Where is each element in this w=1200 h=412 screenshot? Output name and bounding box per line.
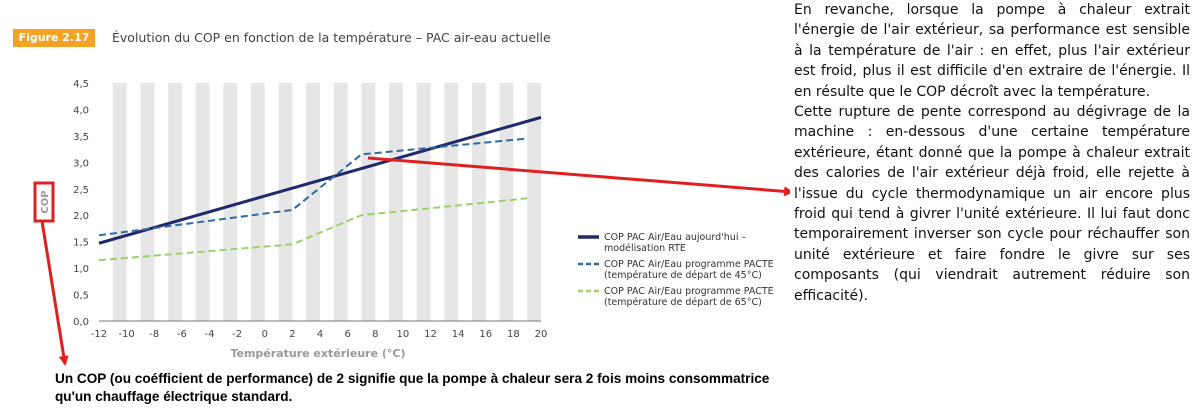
- grid-band: [416, 83, 431, 321]
- x-tick-label: 10: [397, 329, 410, 340]
- x-tick-label: 6: [344, 329, 350, 340]
- grid-band: [333, 83, 348, 321]
- y-axis-label: COP: [40, 190, 51, 213]
- grid-band: [223, 83, 238, 321]
- x-tick-label: 20: [535, 329, 548, 340]
- cop-chart: 0,0 0,5 1,0 1,5 2,0 2,5 3,0 3,5 4,0 4,5 -12 -10 -8 -6…: [33, 79, 790, 366]
- y-tick-label: 0,5: [73, 291, 89, 302]
- grid-band: [195, 83, 210, 321]
- y-tick-label: 3,5: [73, 132, 89, 143]
- explanation-text: En revanche, lorsque la pompe à chaleur …: [794, 0, 1190, 306]
- y-tick-label: 1,5: [73, 238, 89, 249]
- figure-badge: Figure 2.17: [13, 29, 95, 47]
- grid-band: [499, 83, 514, 321]
- legend-label: COP PAC Air/Eau aujourd'hui –: [604, 232, 746, 243]
- grid-band: [444, 83, 459, 321]
- y-tick-label: 1,0: [73, 264, 89, 275]
- x-tick-label: 18: [507, 329, 520, 340]
- grid-band: [389, 83, 403, 321]
- x-tick-label: -8: [149, 329, 159, 340]
- grid-band: [140, 83, 155, 321]
- grid-band: [278, 83, 293, 321]
- cop-highlight-box: [33, 181, 55, 223]
- explanation-paragraph-2: Cette rupture de pente correspond au dég…: [794, 104, 1190, 304]
- y-tick-label: 4,0: [73, 105, 89, 116]
- x-tick-label: 2: [289, 329, 295, 340]
- x-tick-label: -10: [118, 329, 134, 340]
- grid-band: [361, 83, 376, 321]
- legend-label: COP PAC Air/Eau programme PACTE: [604, 259, 774, 270]
- x-tick-label: 12: [424, 329, 437, 340]
- y-tick-label: 0,0: [73, 317, 89, 328]
- figure-title: Évolution du COP en fonction de la tempé…: [112, 30, 551, 45]
- x-tick-label: -2: [232, 329, 242, 340]
- arrow-to-footer: [40, 220, 69, 366]
- explanation-paragraph-1: En revanche, lorsque la pompe à chaleur …: [794, 2, 1190, 100]
- footer-note: Un COP (ou coéfficient de performance) d…: [55, 371, 770, 404]
- x-tick-label: 14: [452, 329, 465, 340]
- y-tick-label: 2,0: [73, 211, 89, 222]
- grid-band: [112, 83, 127, 321]
- x-tick-label: -6: [177, 329, 187, 340]
- grid-band: [168, 83, 182, 321]
- series-line-2: [98, 137, 528, 237]
- arrow-to-text: [367, 156, 790, 197]
- series-line-1: [98, 115, 542, 245]
- x-tick-label: -4: [205, 329, 215, 340]
- x-tick-label: 16: [479, 329, 492, 340]
- grid-band: [527, 83, 541, 321]
- x-tick-label: 0: [262, 329, 268, 340]
- x-axis-label: Température extérieure (°C): [230, 347, 405, 360]
- y-tick-label: 4,5: [73, 79, 89, 90]
- legend-label: (température de départ de 45°C): [604, 270, 762, 281]
- x-tick-label: -12: [91, 329, 107, 340]
- y-tick-label: 3,0: [73, 158, 89, 169]
- legend-label: (température de départ de 65°C): [604, 297, 762, 308]
- series-line-3: [98, 197, 528, 262]
- legend-label: COP PAC Air/Eau programme PACTE: [604, 286, 774, 297]
- x-tick-label: 4: [317, 329, 323, 340]
- y-tick-label: 2,5: [73, 185, 89, 196]
- x-tick-label: 8: [372, 329, 378, 340]
- legend-label: modélisation RTE: [604, 243, 686, 254]
- grid-band: [250, 83, 265, 321]
- grid-band: [306, 83, 320, 321]
